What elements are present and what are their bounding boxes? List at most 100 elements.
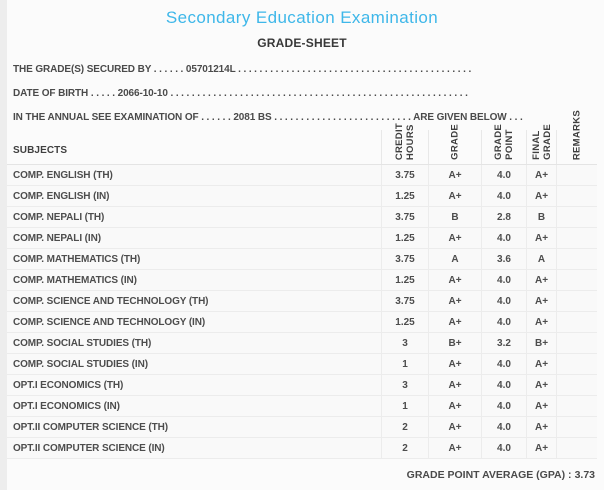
- final-grade-cell: A+: [526, 186, 556, 206]
- final-grade-cell: A+: [526, 312, 556, 332]
- grade-point-cell: 4.0: [481, 186, 526, 206]
- final-grade-cell: A+: [526, 291, 556, 311]
- subject-cell: COMP. MATHEMATICS (IN): [13, 274, 137, 286]
- remarks-cell: [556, 270, 597, 290]
- table-row: COMP. NEPALI (IN) 1.25 A+ 4.0 A+: [7, 228, 597, 249]
- remarks-cell: [556, 438, 597, 458]
- grade-cell: A+: [428, 396, 481, 416]
- subject-cell: OPT.I ECONOMICS (IN): [13, 400, 120, 412]
- grade-point-cell: 4.0: [481, 312, 526, 332]
- page-title: Secondary Education Examination: [165, 8, 439, 27]
- credit-hours-cell: 1: [381, 396, 428, 416]
- subject-cell: COMP. SCIENCE AND TECHNOLOGY (TH): [13, 295, 209, 307]
- subject-cell: COMP. ENGLISH (IN): [13, 190, 110, 202]
- credit-hours-cell: 3: [381, 375, 428, 395]
- final-grade-cell: A+: [526, 375, 556, 395]
- final-grade-cell: A+: [526, 270, 556, 290]
- subject-cell: COMP. SOCIAL STUDIES (IN): [13, 358, 148, 370]
- grade-cell: A+: [428, 417, 481, 437]
- column-header-grade-point: GRADE POINT: [481, 124, 526, 164]
- remarks-cell: [556, 291, 597, 311]
- gpa-summary: GRADE POINT AVERAGE (GPA) :3.73: [7, 469, 597, 481]
- page-subtitle: GRADE-SHEET: [257, 36, 347, 50]
- table-row: COMP. NEPALI (TH) 3.75 B 2.8 B: [7, 207, 597, 228]
- final-grade-cell: A+: [526, 354, 556, 374]
- credit-hours-cell: 3.75: [381, 165, 428, 185]
- grade-point-cell: 3.2: [481, 333, 526, 353]
- grade-point-cell: 3.6: [481, 249, 526, 269]
- subject-cell: COMP. NEPALI (TH): [13, 211, 105, 223]
- grade-cell: A+: [428, 270, 481, 290]
- grade-point-cell: 4.0: [481, 438, 526, 458]
- grade-point-cell: 4.0: [481, 417, 526, 437]
- credit-hours-cell: 3: [381, 333, 428, 353]
- date-of-birth-line: DATE OF BIRTH . . . . . 2066-10-10 . . .…: [13, 88, 468, 99]
- subject-cell: OPT.II COMPUTER SCIENCE (IN): [13, 442, 165, 454]
- table-row: COMP. SOCIAL STUDIES (IN) 1 A+ 4.0 A+: [7, 354, 597, 375]
- final-grade-cell: B+: [526, 333, 556, 353]
- remarks-cell: [556, 333, 597, 353]
- grade-cell: A+: [428, 438, 481, 458]
- column-header-credit-hours: CREDIT HOURS: [381, 123, 428, 164]
- subject-cell: OPT.I ECONOMICS (TH): [13, 379, 124, 391]
- candidate-id-line: THE GRADE(S) SECURED BY . . . . . . 0570…: [13, 64, 472, 75]
- grade-cell: B: [428, 207, 481, 227]
- table-row: COMP. ENGLISH (TH) 3.75 A+ 4.0 A+: [7, 165, 597, 186]
- grade-cell: A+: [428, 291, 481, 311]
- final-grade-cell: A+: [526, 438, 556, 458]
- final-grade-cell: A+: [526, 165, 556, 185]
- final-grade-cell: A+: [526, 228, 556, 248]
- final-grade-cell: B: [526, 207, 556, 227]
- table-row: COMP. MATHEMATICS (TH) 3.75 A 3.6 A: [7, 249, 597, 270]
- grade-point-cell: 2.8: [481, 207, 526, 227]
- final-grade-cell: A: [526, 249, 556, 269]
- table-row: COMP. ENGLISH (IN) 1.25 A+ 4.0 A+: [7, 186, 597, 207]
- table-row: COMP. SCIENCE AND TECHNOLOGY (TH) 3.75 A…: [7, 291, 597, 312]
- exam-year-line: IN THE ANNUAL SEE EXAMINATION OF . . . .…: [13, 112, 523, 123]
- table-row: OPT.II COMPUTER SCIENCE (IN) 2 A+ 4.0 A+: [7, 438, 597, 459]
- grade-point-cell: 4.0: [481, 165, 526, 185]
- subject-cell: COMP. SCIENCE AND TECHNOLOGY (IN): [13, 316, 206, 328]
- remarks-cell: [556, 312, 597, 332]
- grade-cell: A+: [428, 165, 481, 185]
- remarks-cell: [556, 396, 597, 416]
- credit-hours-cell: 2: [381, 438, 428, 458]
- remarks-cell: [556, 249, 597, 269]
- column-header-grade: GRADE: [428, 124, 481, 164]
- grade-cell: A+: [428, 375, 481, 395]
- grade-point-cell: 4.0: [481, 375, 526, 395]
- remarks-cell: [556, 186, 597, 206]
- page-left-margin: [0, 0, 7, 490]
- grade-cell: A+: [428, 312, 481, 332]
- credit-hours-cell: 1.25: [381, 228, 428, 248]
- credit-hours-cell: 1.25: [381, 186, 428, 206]
- column-header-remarks: REMARKS: [556, 110, 597, 164]
- credit-hours-cell: 1.25: [381, 270, 428, 290]
- table-row: OPT.II COMPUTER SCIENCE (TH) 2 A+ 4.0 A+: [7, 417, 597, 438]
- table-row: COMP. MATHEMATICS (IN) 1.25 A+ 4.0 A+: [7, 270, 597, 291]
- column-header-final-grade: FINAL GRADE: [526, 124, 556, 164]
- grade-point-cell: 4.0: [481, 396, 526, 416]
- grade-point-cell: 4.0: [481, 354, 526, 374]
- subject-cell: OPT.II COMPUTER SCIENCE (TH): [13, 421, 168, 433]
- grade-point-cell: 4.0: [481, 228, 526, 248]
- table-row: COMP. SCIENCE AND TECHNOLOGY (IN) 1.25 A…: [7, 312, 597, 333]
- credit-hours-cell: 2: [381, 417, 428, 437]
- grade-cell: A+: [428, 186, 481, 206]
- table-header-row: SUBJECTS CREDIT HOURS GRADE GRADE POINT …: [7, 110, 597, 165]
- gpa-value: 3.73: [574, 469, 595, 481]
- subject-cell: COMP. SOCIAL STUDIES (TH): [13, 337, 152, 349]
- grade-cell: A: [428, 249, 481, 269]
- subject-cell: COMP. MATHEMATICS (TH): [13, 253, 141, 265]
- gradesheet-page: Secondary Education Examination GRADE-SH…: [7, 0, 597, 490]
- candidate-info-block: THE GRADE(S) SECURED BY . . . . . . 0570…: [7, 58, 597, 130]
- final-grade-cell: A+: [526, 417, 556, 437]
- gpa-label: GRADE POINT AVERAGE (GPA) :: [406, 469, 572, 481]
- subject-cell: COMP. NEPALI (IN): [13, 232, 101, 244]
- final-grade-cell: A+: [526, 396, 556, 416]
- credit-hours-cell: 1: [381, 354, 428, 374]
- table-row: COMP. SOCIAL STUDIES (TH) 3 B+ 3.2 B+: [7, 333, 597, 354]
- subject-cell: COMP. ENGLISH (TH): [13, 169, 113, 181]
- column-header-subjects: SUBJECTS: [13, 145, 68, 156]
- remarks-cell: [556, 375, 597, 395]
